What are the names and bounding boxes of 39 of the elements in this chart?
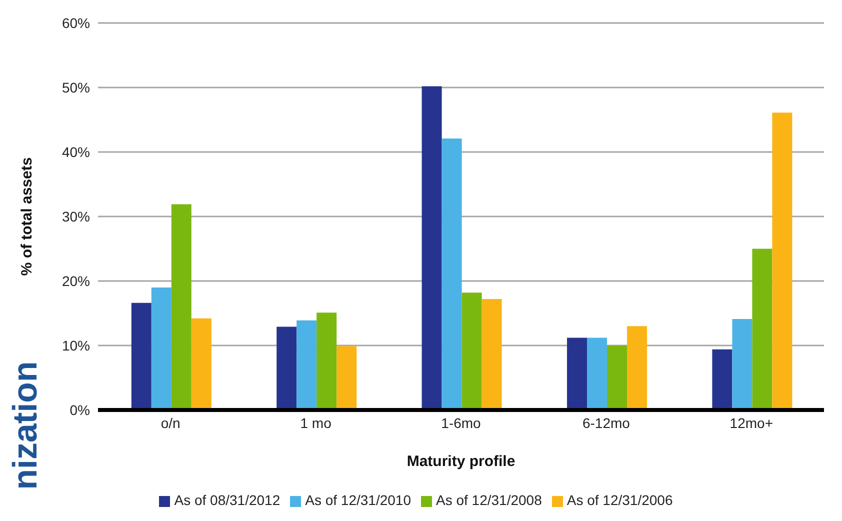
x-tick-label: 1-6mo bbox=[441, 414, 482, 431]
bar bbox=[191, 318, 212, 410]
bar bbox=[606, 346, 627, 410]
bar bbox=[712, 349, 732, 410]
bar bbox=[442, 138, 462, 410]
bar bbox=[772, 112, 792, 410]
y-tick-label: 20% bbox=[62, 272, 90, 289]
y-tick-label: 0% bbox=[70, 402, 90, 418]
bar bbox=[566, 338, 587, 410]
legend-label: As of 08/31/2012 bbox=[174, 492, 280, 508]
bar bbox=[626, 326, 647, 410]
bar bbox=[482, 299, 502, 410]
x-tick-label: 1 mo bbox=[300, 414, 332, 431]
bar bbox=[151, 287, 172, 410]
bar bbox=[586, 338, 607, 410]
y-axis-title: % of total assets bbox=[18, 157, 36, 276]
y-tick-label: 50% bbox=[62, 79, 90, 96]
bar bbox=[296, 320, 317, 410]
bar bbox=[276, 326, 297, 410]
y-tick-label: 40% bbox=[62, 144, 90, 160]
y-tick-label: 10% bbox=[62, 337, 90, 354]
bar bbox=[336, 346, 357, 410]
bar bbox=[171, 204, 192, 410]
bar bbox=[131, 302, 152, 410]
bar bbox=[732, 319, 752, 410]
y-tick-label: 60% bbox=[62, 14, 90, 31]
x-tick-label: 12mo+ bbox=[730, 414, 773, 431]
bar bbox=[462, 292, 482, 410]
x-axis-title: Maturity profile bbox=[406, 453, 516, 470]
legend-label: As of 12/31/2008 bbox=[436, 492, 542, 508]
bar bbox=[752, 248, 772, 410]
legend-label: As of 12/31/2010 bbox=[305, 492, 411, 508]
bar bbox=[422, 86, 442, 410]
legend-label: As of 12/31/2006 bbox=[566, 492, 673, 508]
bar bbox=[316, 312, 337, 410]
x-tick-label: o/n bbox=[160, 414, 180, 431]
y-tick-label: 30% bbox=[62, 208, 90, 224]
slide-heading-fragment: nization bbox=[6, 360, 46, 492]
x-tick-label: 6-12mo bbox=[582, 414, 630, 431]
